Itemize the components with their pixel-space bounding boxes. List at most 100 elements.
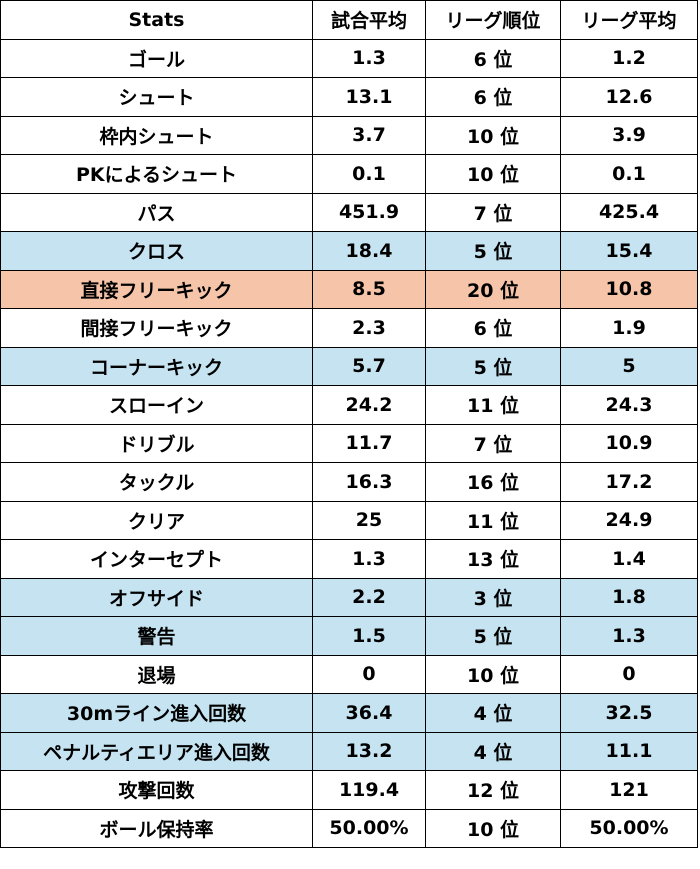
- table-row: オフサイド 2.2 3 位 1.8: [0, 577, 698, 617]
- match-average-cell: 3.7: [312, 115, 426, 155]
- league-rank-cell: 12 位: [425, 770, 561, 810]
- table-row: クロス 18.4 5 位 15.4: [0, 231, 698, 271]
- league-rank-cell: 4 位: [425, 693, 561, 733]
- league-average-cell: 17.2: [560, 462, 698, 502]
- league-average-cell: 24.3: [560, 385, 698, 425]
- stat-name-cell: 枠内シュート: [0, 115, 313, 155]
- league-average-cell: 50.00%: [560, 808, 698, 848]
- league-rank-cell: 6 位: [425, 77, 561, 117]
- table-row: 枠内シュート 3.7 10 位 3.9: [0, 115, 698, 155]
- league-average-cell: 5: [560, 346, 698, 386]
- match-average-cell: 25: [312, 500, 426, 540]
- match-average-cell: 119.4: [312, 770, 426, 810]
- header-league-average: リーグ平均: [560, 0, 698, 40]
- league-rank-cell: 5 位: [425, 346, 561, 386]
- match-average-cell: 50.00%: [312, 808, 426, 848]
- league-average-cell: 425.4: [560, 192, 698, 232]
- table-row: シュート 13.1 6 位 12.6: [0, 77, 698, 117]
- stat-name-cell: ペナルティエリア進入回数: [0, 731, 313, 771]
- stat-name-cell: コーナーキック: [0, 346, 313, 386]
- stat-name-cell: 退場: [0, 654, 313, 694]
- table-row: パス 451.9 7 位 425.4: [0, 192, 698, 232]
- stats-table: Stats 試合平均 リーグ順位 リーグ平均 ゴール 1.3 6 位 1.2 シュート 1…: [0, 0, 698, 848]
- league-rank-cell: 10 位: [425, 115, 561, 155]
- league-rank-cell: 6 位: [425, 308, 561, 348]
- stat-name-cell: ゴール: [0, 38, 313, 78]
- match-average-cell: 36.4: [312, 693, 426, 733]
- table-row: ドリブル 11.7 7 位 10.9: [0, 423, 698, 463]
- match-average-cell: 1.3: [312, 38, 426, 78]
- match-average-cell: 11.7: [312, 423, 426, 463]
- table-header-row: Stats 試合平均 リーグ順位 リーグ平均: [0, 0, 698, 40]
- table-row: 直接フリーキック 8.5 20 位 10.8: [0, 269, 698, 309]
- league-average-cell: 24.9: [560, 500, 698, 540]
- stat-name-cell: スローイン: [0, 385, 313, 425]
- stat-name-cell: クリア: [0, 500, 313, 540]
- league-average-cell: 10.8: [560, 269, 698, 309]
- stat-name-cell: 30mライン進入回数: [0, 693, 313, 733]
- header-stats: Stats: [0, 0, 313, 40]
- league-average-cell: 1.3: [560, 616, 698, 656]
- league-average-cell: 15.4: [560, 231, 698, 271]
- league-rank-cell: 10 位: [425, 154, 561, 194]
- league-average-cell: 12.6: [560, 77, 698, 117]
- stat-name-cell: ボール保持率: [0, 808, 313, 848]
- league-rank-cell: 4 位: [425, 731, 561, 771]
- league-rank-cell: 16 位: [425, 462, 561, 502]
- stats-table-body: ゴール 1.3 6 位 1.2 シュート 13.1 6 位 12.6 枠内シュート 3.7 10 位…: [0, 38, 698, 848]
- league-rank-cell: 7 位: [425, 423, 561, 463]
- match-average-cell: 451.9: [312, 192, 426, 232]
- match-average-cell: 8.5: [312, 269, 426, 309]
- table-row: 間接フリーキック 2.3 6 位 1.9: [0, 308, 698, 348]
- stat-name-cell: パス: [0, 192, 313, 232]
- league-average-cell: 1.9: [560, 308, 698, 348]
- match-average-cell: 13.1: [312, 77, 426, 117]
- stat-name-cell: 攻撃回数: [0, 770, 313, 810]
- table-row: タックル 16.3 16 位 17.2: [0, 462, 698, 502]
- league-rank-cell: 7 位: [425, 192, 561, 232]
- stat-name-cell: 直接フリーキック: [0, 269, 313, 309]
- league-rank-cell: 10 位: [425, 654, 561, 694]
- league-average-cell: 121: [560, 770, 698, 810]
- league-rank-cell: 11 位: [425, 385, 561, 425]
- stat-name-cell: PKによるシュート: [0, 154, 313, 194]
- match-average-cell: 13.2: [312, 731, 426, 771]
- league-rank-cell: 20 位: [425, 269, 561, 309]
- league-average-cell: 1.2: [560, 38, 698, 78]
- league-rank-cell: 13 位: [425, 539, 561, 579]
- match-average-cell: 1.3: [312, 539, 426, 579]
- league-average-cell: 1.4: [560, 539, 698, 579]
- league-average-cell: 32.5: [560, 693, 698, 733]
- stat-name-cell: オフサイド: [0, 577, 313, 617]
- header-league-rank: リーグ順位: [425, 0, 561, 40]
- league-rank-cell: 6 位: [425, 38, 561, 78]
- league-average-cell: 10.9: [560, 423, 698, 463]
- match-average-cell: 2.3: [312, 308, 426, 348]
- league-rank-cell: 5 位: [425, 231, 561, 271]
- match-average-cell: 5.7: [312, 346, 426, 386]
- stat-name-cell: シュート: [0, 77, 313, 117]
- table-row: PKによるシュート 0.1 10 位 0.1: [0, 154, 698, 194]
- league-rank-cell: 11 位: [425, 500, 561, 540]
- table-row: ペナルティエリア進入回数 13.2 4 位 11.1: [0, 731, 698, 771]
- table-row: 攻撃回数 119.4 12 位 121: [0, 770, 698, 810]
- table-row: 30mライン進入回数 36.4 4 位 32.5: [0, 693, 698, 733]
- league-average-cell: 0: [560, 654, 698, 694]
- table-row: ゴール 1.3 6 位 1.2: [0, 38, 698, 78]
- table-row: 警告 1.5 5 位 1.3: [0, 616, 698, 656]
- league-rank-cell: 5 位: [425, 616, 561, 656]
- match-average-cell: 1.5: [312, 616, 426, 656]
- table-row: クリア 25 11 位 24.9: [0, 500, 698, 540]
- header-match-average: 試合平均: [312, 0, 426, 40]
- league-rank-cell: 3 位: [425, 577, 561, 617]
- league-average-cell: 3.9: [560, 115, 698, 155]
- stat-name-cell: クロス: [0, 231, 313, 271]
- match-average-cell: 2.2: [312, 577, 426, 617]
- match-average-cell: 24.2: [312, 385, 426, 425]
- stat-name-cell: 警告: [0, 616, 313, 656]
- table-row: インターセプト 1.3 13 位 1.4: [0, 539, 698, 579]
- match-average-cell: 18.4: [312, 231, 426, 271]
- league-average-cell: 0.1: [560, 154, 698, 194]
